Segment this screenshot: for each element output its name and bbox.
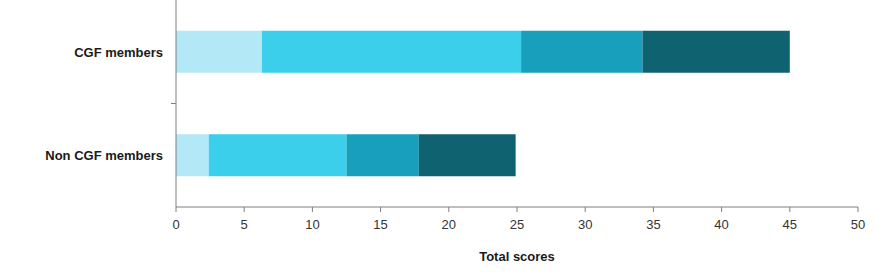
category-label: Non CGF members (45, 148, 163, 163)
x-tick-label: 30 (578, 217, 592, 232)
x-tick-label: 40 (714, 217, 728, 232)
x-tick-label: 45 (783, 217, 797, 232)
x-tick-label: 20 (442, 217, 456, 232)
bar-segment (262, 31, 521, 73)
category-separator (171, 103, 176, 104)
x-tick-label: 35 (646, 217, 660, 232)
bar-segment (347, 134, 419, 176)
bars (176, 31, 790, 177)
x-tick (789, 207, 790, 212)
x-tick-label: 5 (241, 217, 248, 232)
x-tick-label: 0 (172, 217, 179, 232)
x-tick (585, 207, 586, 212)
x-tick (721, 207, 722, 212)
bar-segment (419, 134, 516, 176)
bar-segment (642, 31, 789, 73)
x-tick (176, 207, 177, 212)
x-tick (448, 207, 449, 212)
x-tick (312, 207, 313, 212)
x-tick (244, 207, 245, 212)
x-tick-label: 10 (305, 217, 319, 232)
bar-segment (176, 31, 262, 73)
chart: 0 5 10 15 20 25 30 35 40 45 50 CGF members Non CGF m… (0, 0, 879, 280)
x-tick (517, 207, 518, 212)
bar-segment (209, 134, 347, 176)
x-tick (653, 207, 654, 212)
category-label: CGF members (74, 45, 163, 60)
x-tick-label: 15 (373, 217, 387, 232)
x-tick (380, 207, 381, 212)
bar-segment (176, 134, 209, 176)
x-axis-label: Total scores (479, 249, 555, 264)
x-tick-label: 50 (851, 217, 865, 232)
x-tick-label: 25 (510, 217, 524, 232)
bar-segment (521, 31, 642, 73)
x-tick (858, 207, 859, 212)
